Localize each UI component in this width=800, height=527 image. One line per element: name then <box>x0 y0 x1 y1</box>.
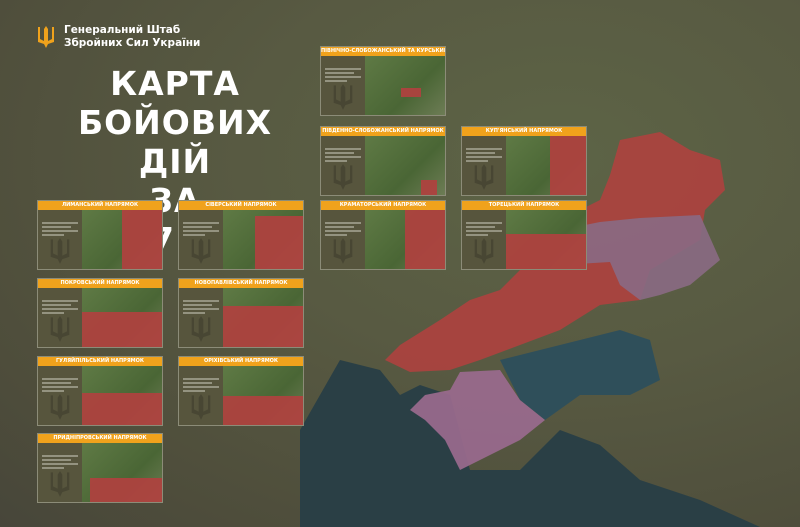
direction-card: Південно-Слобожанський напрямок <box>320 126 446 196</box>
card-title: Куп'янський напрямок <box>462 127 586 136</box>
card-map <box>223 288 303 347</box>
trident-icon <box>50 394 70 420</box>
occupied-area <box>90 478 162 502</box>
trident-icon <box>474 164 494 190</box>
card-text-panel <box>38 210 82 269</box>
card-map <box>365 56 445 115</box>
card-text-panel <box>462 136 506 195</box>
occupied-area <box>82 392 162 425</box>
trident-icon <box>191 394 211 420</box>
card-text-panel <box>321 56 365 115</box>
card-map <box>506 136 586 195</box>
card-title: Північно-Слобожанський та Курський напря… <box>321 47 445 56</box>
card-title: Краматорський напрямок <box>321 201 445 210</box>
card-text <box>325 68 361 84</box>
occupied-area <box>405 210 445 269</box>
black-sea <box>300 360 760 527</box>
occupied-before-2022 <box>548 215 720 300</box>
direction-card: Новопавлівський напрямок <box>178 278 304 348</box>
card-map <box>82 366 162 425</box>
direction-card: Покровський напрямок <box>37 278 163 348</box>
card-title: Оріхівський напрямок <box>179 357 303 366</box>
general-staff-logo: Генеральний Штаб Збройних Сил України <box>36 24 200 50</box>
card-map <box>82 443 162 502</box>
card-text-panel <box>179 210 223 269</box>
card-title: Гуляйпільський напрямок <box>38 357 162 366</box>
card-title: Південно-Слобожанський напрямок <box>321 127 445 136</box>
card-text <box>42 455 78 471</box>
trident-icon <box>333 164 353 190</box>
card-map <box>223 366 303 425</box>
card-text-panel <box>321 210 365 269</box>
card-text <box>42 300 78 316</box>
direction-card: Гуляйпільський напрямок <box>37 356 163 426</box>
direction-card: Придніпровський напрямок <box>37 433 163 503</box>
card-text <box>325 148 361 164</box>
card-title: Лиманський напрямок <box>38 201 162 210</box>
occupied-area <box>421 180 437 195</box>
trident-icon <box>50 471 70 497</box>
org-line-1: Генеральний Штаб <box>64 24 181 36</box>
card-text <box>42 378 78 394</box>
org-line-2: Збройних Сил України <box>64 37 201 49</box>
occupied-area <box>255 215 303 269</box>
card-text-panel <box>38 443 82 502</box>
card-map <box>365 136 445 195</box>
card-map <box>506 210 586 269</box>
card-title: Новопавлівський напрямок <box>179 279 303 288</box>
card-title: Покровський напрямок <box>38 279 162 288</box>
trident-icon <box>191 316 211 342</box>
trident-icon <box>333 84 353 110</box>
direction-card: Північно-Слобожанський та Курський напря… <box>320 46 446 116</box>
card-text <box>325 222 361 238</box>
card-title: Торецький напрямок <box>462 201 586 210</box>
trident-icon <box>38 26 54 48</box>
trident-icon <box>50 238 70 264</box>
occupied-area <box>506 233 586 269</box>
card-text <box>466 148 502 164</box>
trident-icon <box>191 238 211 264</box>
occupied-area <box>401 88 421 98</box>
direction-card: Сіверський напрямок <box>178 200 304 270</box>
occupied-area <box>223 305 303 347</box>
card-text-panel <box>38 366 82 425</box>
occupied-area <box>82 311 162 347</box>
crimea <box>410 370 545 470</box>
occupied-area <box>122 210 162 269</box>
card-map <box>365 210 445 269</box>
title-line-1: КАРТА <box>110 64 240 103</box>
sea-of-azov <box>500 330 660 420</box>
card-map <box>82 288 162 347</box>
occupied-area <box>223 395 303 425</box>
trident-icon <box>50 316 70 342</box>
card-title: Придніпровський напрямок <box>38 434 162 443</box>
trident-icon <box>474 238 494 264</box>
card-text-panel <box>179 288 223 347</box>
direction-card: Лиманський напрямок <box>37 200 163 270</box>
card-map <box>82 210 162 269</box>
card-text <box>183 300 219 316</box>
card-text-panel <box>462 210 506 269</box>
direction-card: Оріхівський напрямок <box>178 356 304 426</box>
card-text-panel <box>179 366 223 425</box>
direction-card: Куп'янський напрямок <box>461 126 587 196</box>
card-title: Сіверський напрямок <box>179 201 303 210</box>
card-text <box>183 378 219 394</box>
trident-icon <box>333 238 353 264</box>
direction-card: Краматорський напрямок <box>320 200 446 270</box>
card-text-panel <box>38 288 82 347</box>
card-map <box>223 210 303 269</box>
card-text <box>466 222 502 238</box>
card-text-panel <box>321 136 365 195</box>
card-text <box>183 222 219 238</box>
title-line-2: БОЙОВИХ ДІЙ <box>77 103 273 181</box>
occupied-area <box>550 136 586 195</box>
direction-card: Торецький напрямок <box>461 200 587 270</box>
card-text <box>42 222 78 238</box>
